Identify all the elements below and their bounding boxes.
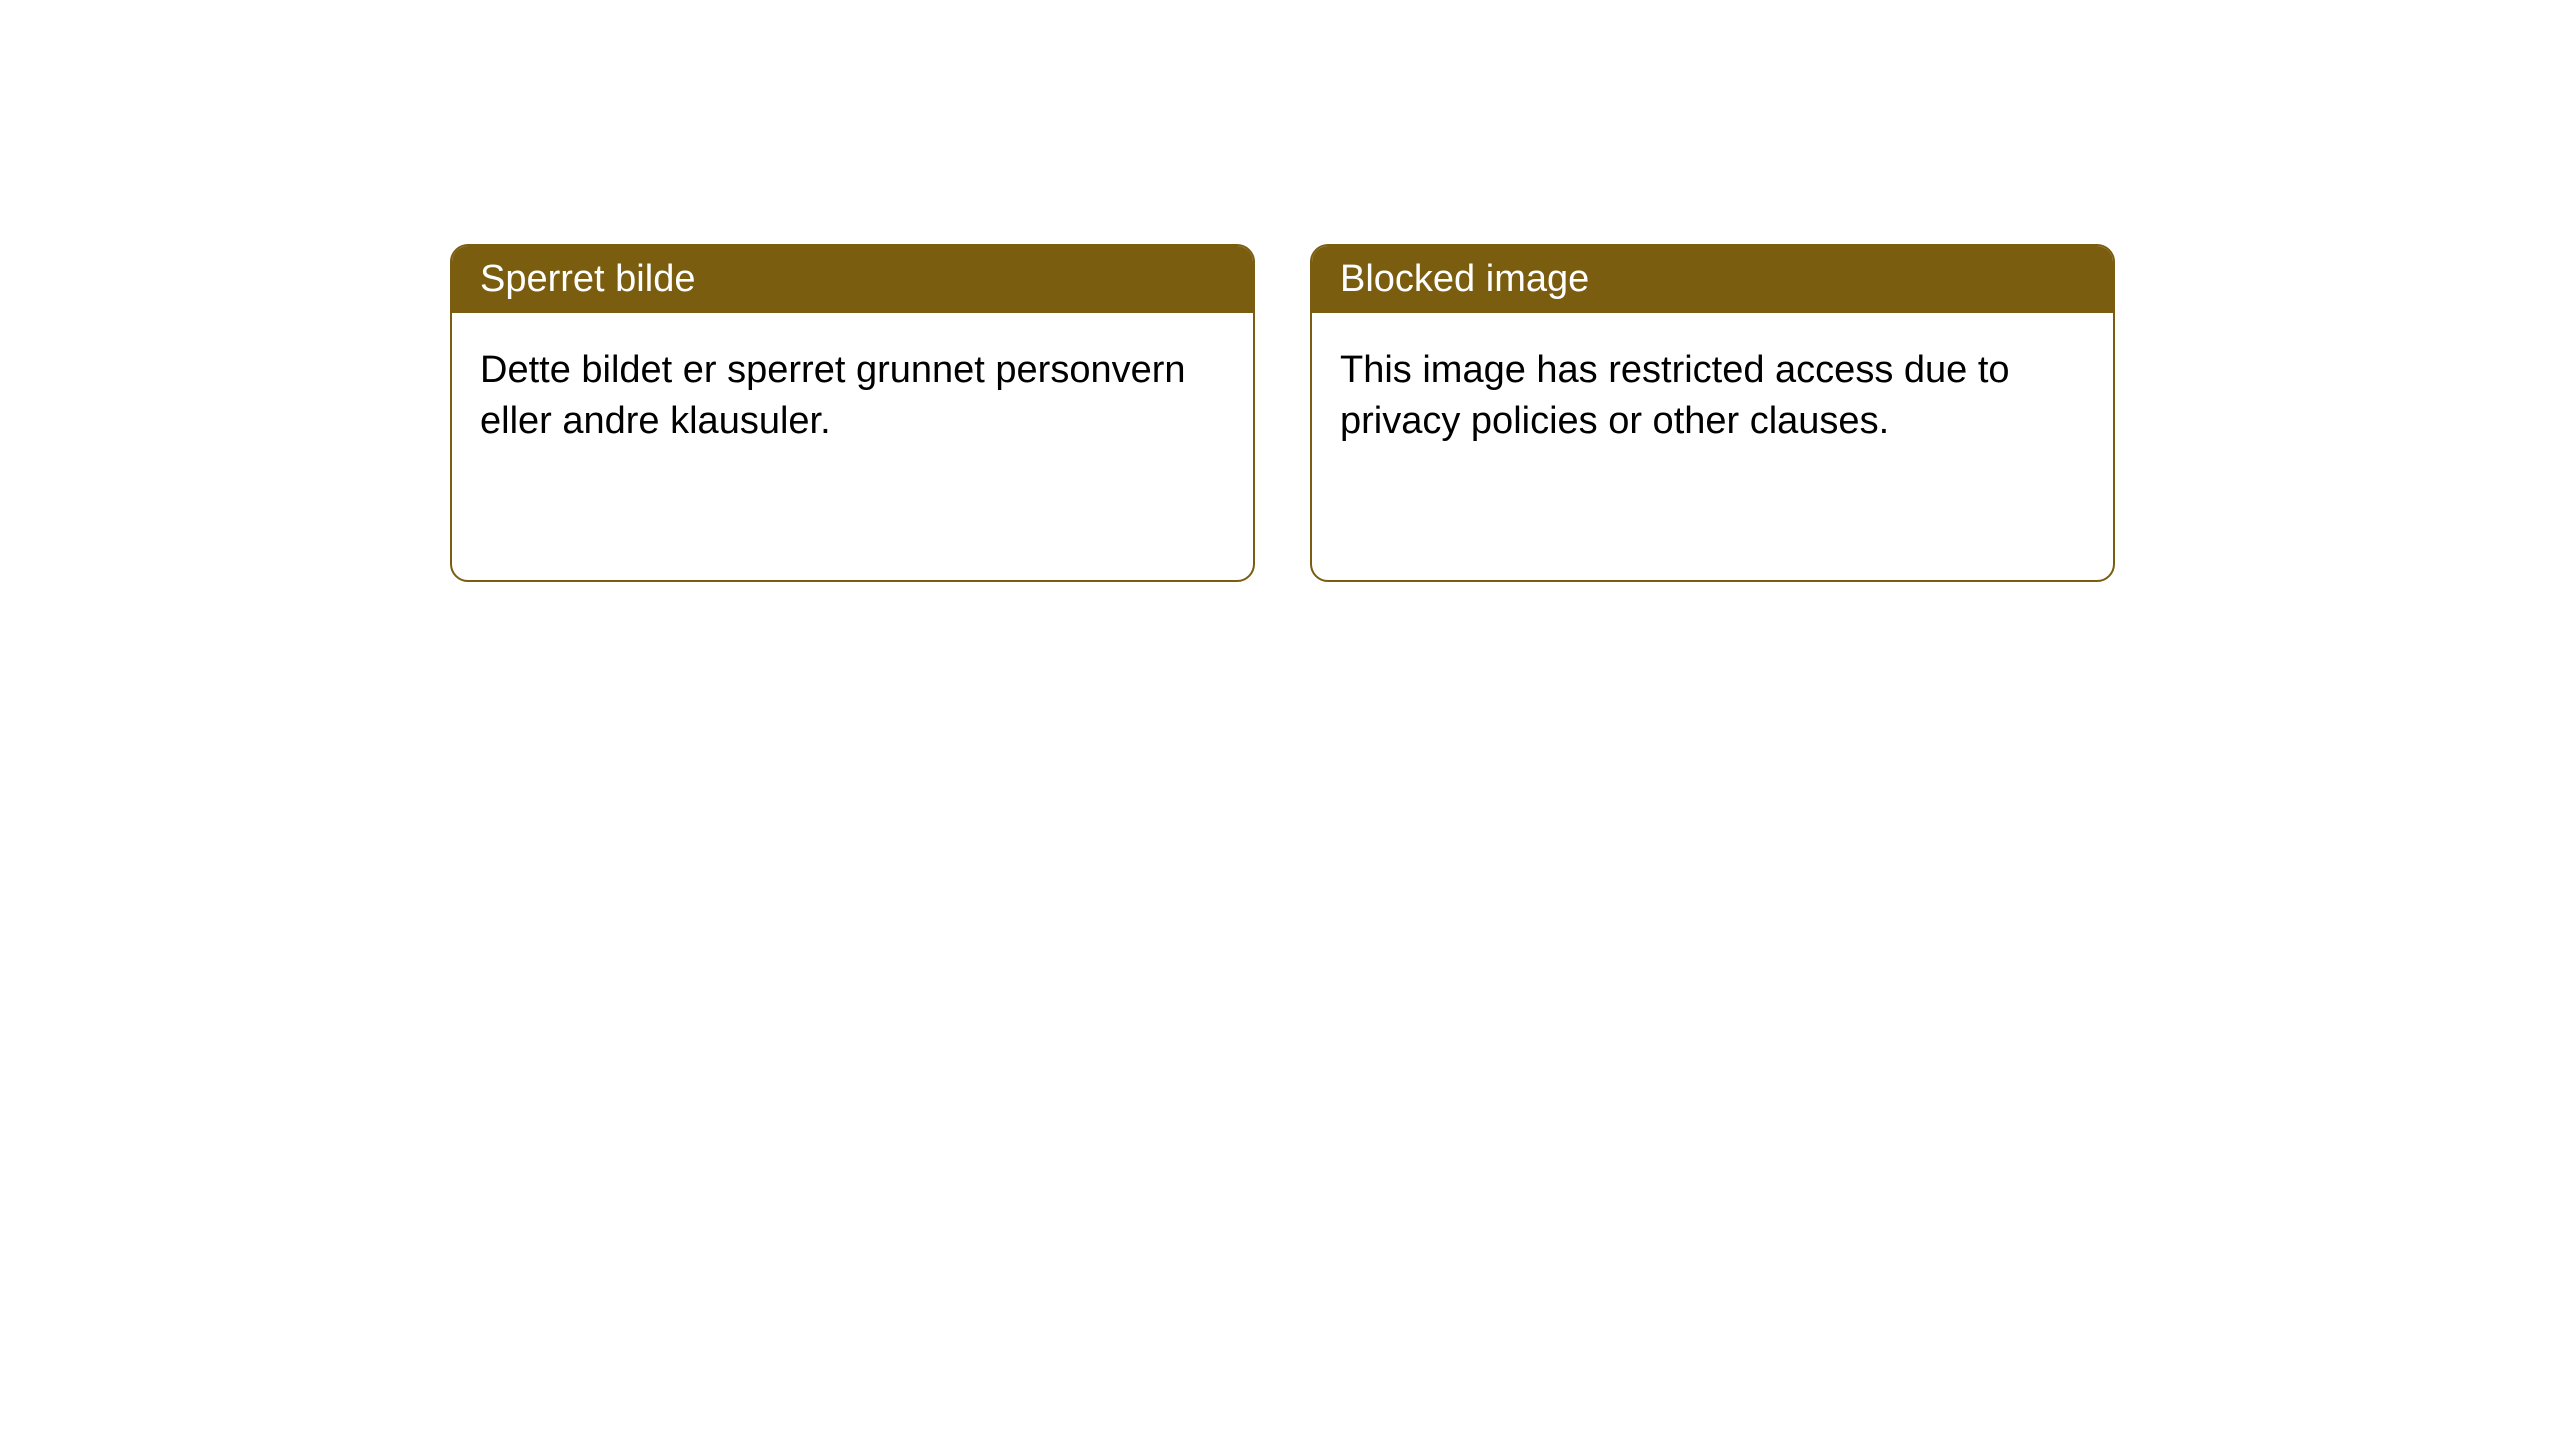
notice-card-norwegian: Sperret bilde Dette bildet er sperret gr… bbox=[450, 244, 1255, 582]
notice-title: Blocked image bbox=[1340, 258, 1589, 300]
notice-header: Blocked image bbox=[1312, 246, 2113, 313]
notice-body: This image has restricted access due to … bbox=[1312, 313, 2113, 480]
notice-body: Dette bildet er sperret grunnet personve… bbox=[452, 313, 1253, 480]
notice-header: Sperret bilde bbox=[452, 246, 1253, 313]
notice-title: Sperret bilde bbox=[480, 258, 695, 300]
notice-message: Dette bildet er sperret grunnet personve… bbox=[480, 349, 1186, 442]
notice-message: This image has restricted access due to … bbox=[1340, 349, 2010, 442]
notice-card-english: Blocked image This image has restricted … bbox=[1310, 244, 2115, 582]
notice-container: Sperret bilde Dette bildet er sperret gr… bbox=[0, 0, 2560, 582]
